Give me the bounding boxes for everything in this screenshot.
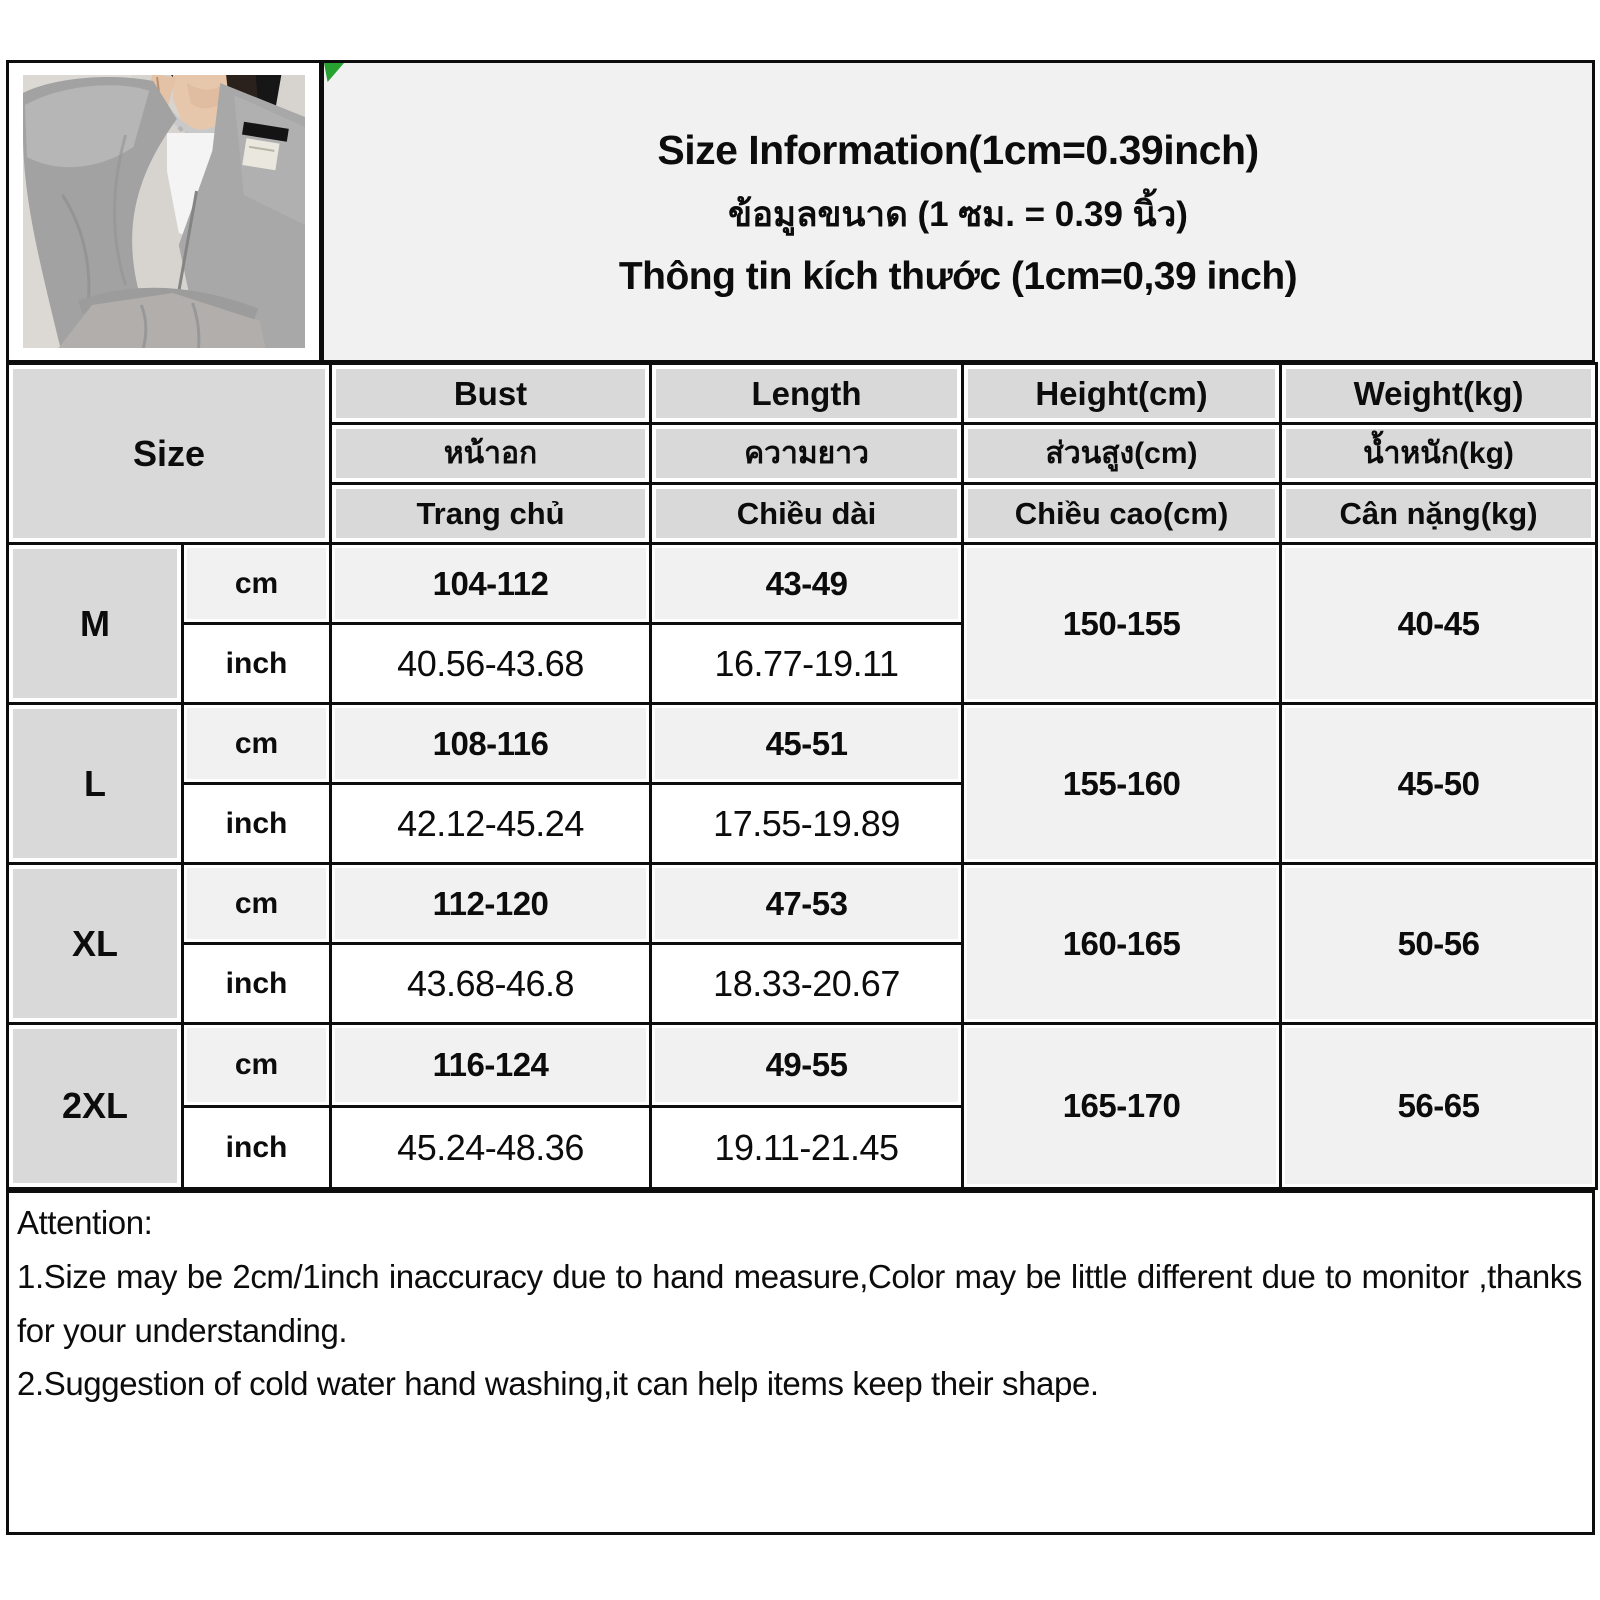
length-cm-cell: 47-53 [649, 862, 965, 945]
bust-inch-cell: 45.24-48.36 [329, 1105, 653, 1190]
header-length-en: Length [649, 362, 965, 425]
unit-cell: cm [180, 862, 333, 945]
attention-heading: Attention: [17, 1204, 153, 1241]
unit-cell: inch [180, 942, 333, 1025]
size-label-cell: L [6, 702, 184, 865]
bust-cm-cell: 112-120 [329, 862, 653, 945]
weight-cell: 40-45 [1279, 542, 1599, 705]
header-length-vi: Chiều dài [649, 482, 965, 545]
header-weight-en: Weight(kg) [1279, 362, 1599, 425]
product-photo-illustration [23, 75, 305, 348]
table-row: inch 40.56-43.68 16.77-19.11 [8, 622, 1597, 705]
size-label-cell: 2XL [6, 1022, 184, 1190]
bust-cm-cell: 116-124 [329, 1022, 653, 1108]
weight-cell: 45-50 [1279, 702, 1599, 865]
table-row: L cm 108-116 45-51 155-160 45-50 [6, 702, 1599, 865]
attention-box: Attention: 1.Size may be 2cm/1inch inacc… [6, 1190, 1595, 1535]
header-length-th: ความยาว [649, 422, 965, 485]
length-inch-cell: 18.33-20.67 [649, 942, 965, 1025]
length-inch-cell: 19.11-21.45 [649, 1105, 965, 1190]
height-cell: 165-170 [961, 1022, 1283, 1190]
weight-cell: 50-56 [1279, 862, 1599, 1025]
table-row: inch 42.12-45.24 17.55-19.89 [8, 782, 1597, 865]
header-bust-th: หน้าอก [329, 422, 653, 485]
unit-cell: inch [180, 1105, 333, 1190]
size-label-cell: M [6, 542, 184, 705]
size-table: Size Bust Length Height(cm) Weight(kg) ห… [5, 362, 1599, 1190]
bust-inch-cell: 43.68-46.8 [329, 942, 653, 1025]
title-english: Size Information(1cm=0.39inch) [657, 126, 1259, 173]
attention-note-2: 2.Suggestion of cold water hand washing,… [17, 1365, 1099, 1403]
corner-marker-icon [324, 63, 344, 82]
height-cell: 155-160 [961, 702, 1283, 865]
unit-cell: cm [180, 702, 333, 785]
header-height-vi: Chiều cao(cm) [961, 482, 1283, 545]
length-inch-cell: 16.77-19.11 [649, 622, 965, 705]
table-row: M cm 104-112 43-49 150-155 40-45 [6, 542, 1599, 705]
header-height-en: Height(cm) [961, 362, 1283, 425]
bust-cm-cell: 104-112 [329, 542, 653, 625]
header-height-th: ส่วนสูง(cm) [961, 422, 1283, 485]
table-row: 2XL cm 116-124 49-55 165-170 56-65 [6, 1022, 1599, 1190]
weight-cell: 56-65 [1279, 1022, 1599, 1190]
height-cell: 160-165 [961, 862, 1283, 1025]
table-row: XL cm 112-120 47-53 160-165 50-56 [6, 862, 1599, 1025]
unit-cell: inch [180, 622, 333, 705]
header-bust-vi: Trang chủ [329, 482, 653, 545]
length-cm-cell: 45-51 [649, 702, 965, 785]
header-row-thai: หน้าอก ความยาว ส่วนสูง(cm) น้ำหนัก(kg) [8, 422, 1599, 485]
table-row: inch 43.68-46.8 18.33-20.67 [8, 942, 1597, 1025]
title-vietnamese: Thông tin kích thước (1cm=0,39 inch) [618, 254, 1298, 298]
table-row: inch 45.24-48.36 19.11-21.45 [8, 1105, 1597, 1190]
unit-cell: cm [180, 1022, 333, 1108]
bust-inch-cell: 40.56-43.68 [329, 622, 653, 705]
header-row-vietnamese: Trang chủ Chiều dài Chiều cao(cm) Cân nặ… [8, 482, 1599, 545]
attention-note-1: 1.Size may be 2cm/1inch inaccuracy due t… [17, 1257, 1582, 1349]
unit-cell: cm [180, 542, 333, 625]
header-weight-vi: Cân nặng(kg) [1279, 482, 1599, 545]
height-cell: 150-155 [961, 542, 1283, 705]
unit-cell: inch [180, 782, 333, 865]
bust-inch-cell: 42.12-45.24 [329, 782, 653, 865]
header-bust-en: Bust [329, 362, 653, 425]
length-cm-cell: 49-55 [649, 1022, 965, 1108]
header-weight-th: น้ำหนัก(kg) [1279, 422, 1599, 485]
top-row: Size Information(1cm=0.39inch) ข้อมูลขนา… [6, 60, 1595, 363]
header-row-english: Size Bust Length Height(cm) Weight(kg) [5, 362, 1599, 545]
title-box: Size Information(1cm=0.39inch) ข้อมูลขนา… [321, 60, 1595, 363]
size-header-cell: Size [5, 362, 333, 545]
bust-cm-cell: 108-116 [329, 702, 653, 785]
length-inch-cell: 17.55-19.89 [649, 782, 965, 865]
length-cm-cell: 43-49 [649, 542, 965, 625]
title-thai: ข้อมูลขนาด (1 ซม. = 0.39 นิ้ว) [728, 194, 1188, 234]
product-photo [6, 60, 322, 363]
size-label-cell: XL [6, 862, 184, 1025]
